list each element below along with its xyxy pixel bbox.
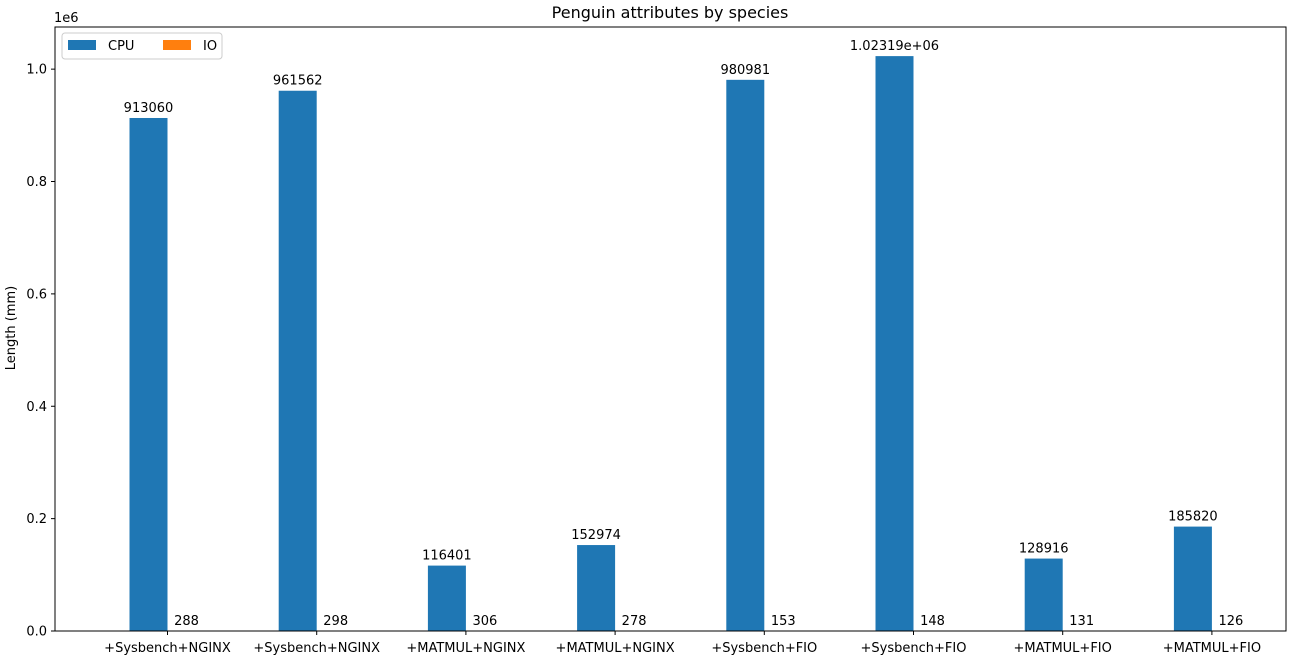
x-tick-label: +MATMUL+NGINX (406, 641, 525, 656)
y-tick-label: 0.8 (26, 175, 47, 190)
data-label-cpu: 980981 (720, 63, 770, 78)
legend-box (61, 32, 223, 60)
x-tick-label: +MATMUL+FIO (1163, 641, 1261, 656)
y-axis-label: Length (mm) (4, 286, 19, 370)
plot-frame (54, 26, 1287, 632)
legend-swatch-cpu (68, 40, 96, 50)
data-label-io: 278 (622, 614, 647, 629)
bar-cpu (1173, 526, 1212, 631)
bar-cpu (726, 79, 765, 631)
bar-cpu (875, 56, 914, 632)
x-tick-label: +Sysbench+NGINX (253, 641, 380, 656)
data-label-io: 148 (920, 614, 945, 629)
bar-labels: 913060 288 961562 298 116401 306 152974 278 9809… (124, 39, 1244, 629)
bar-cpu (278, 90, 317, 631)
bar-cpu (129, 117, 168, 632)
legend-label-io: IO (203, 39, 217, 54)
y-tick-label: 0.2 (26, 512, 47, 527)
y-tick-label: 0.6 (26, 287, 47, 302)
data-label-io: 126 (1218, 614, 1243, 629)
bar-cpu (427, 565, 466, 631)
legend: CPU IO (61, 32, 223, 60)
data-label-cpu: 185820 (1168, 510, 1218, 525)
y-tick-label: 1.0 (26, 63, 47, 78)
y-tick-label: 0.4 (26, 400, 47, 415)
x-tick-label: +Sysbench+FIO (861, 641, 967, 656)
legend-label-cpu: CPU (108, 39, 134, 54)
data-label-cpu: 128916 (1019, 542, 1069, 557)
data-label-io: 298 (323, 614, 348, 629)
data-label-cpu: 1.02319e+06 (850, 39, 939, 54)
data-label-io: 288 (174, 614, 199, 629)
data-label-cpu: 961562 (273, 74, 323, 89)
x-tick-label: +Sysbench+FIO (711, 641, 817, 656)
y-axis: 0.0 0.2 0.4 0.6 0.8 1.0 (26, 63, 55, 640)
x-axis: +Sysbench+NGINX +Sysbench+NGINX +MATMUL+NG… (104, 631, 1261, 656)
bar-cpu (1024, 558, 1063, 631)
data-label-cpu: 152974 (571, 528, 621, 543)
data-label-cpu: 116401 (422, 549, 472, 564)
data-label-io: 153 (771, 614, 796, 629)
data-label-cpu: 913060 (124, 101, 174, 116)
x-tick-label: +MATMUL+NGINX (556, 641, 675, 656)
x-tick-label: +Sysbench+NGINX (104, 641, 231, 656)
bars (129, 56, 1250, 632)
data-label-io: 131 (1069, 614, 1094, 629)
data-label-io: 306 (472, 614, 497, 629)
chart-title: Penguin attributes by species (552, 3, 789, 22)
x-tick-label: +MATMUL+FIO (1014, 641, 1112, 656)
legend-swatch-io (163, 40, 191, 50)
y-tick-label: 0.0 (26, 625, 47, 640)
bar-cpu (577, 545, 616, 631)
y-offset-label: 1e6 (54, 11, 79, 26)
